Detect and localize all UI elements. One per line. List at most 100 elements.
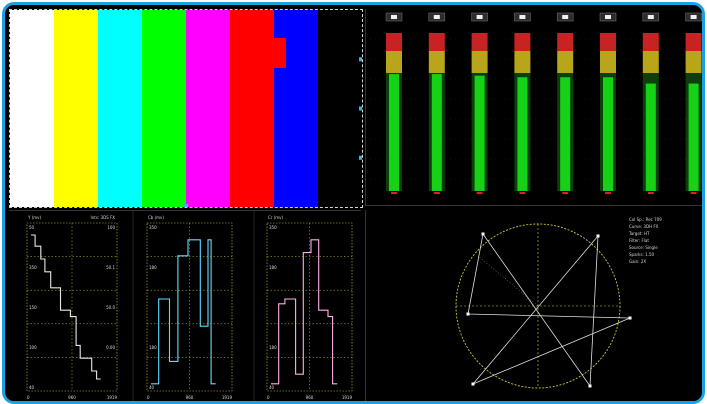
color-bar-0 (10, 10, 55, 207)
meter-yellow-7 (685, 51, 702, 73)
vectorscope-target-3 (481, 232, 485, 236)
waveform-plot-2: Cr (mv) 350 180 180 40 0 960 1919 (266, 215, 353, 400)
vectorscope-svg: Col Sp.: Rec 709 Curve: 3DH FX Target: HT F… (455, 217, 662, 389)
waveform-ytick-2-1: 180 (269, 265, 277, 270)
meter-level-3 (517, 77, 528, 191)
audio-meters-panel (365, 9, 702, 206)
meter-level-0 (389, 74, 399, 191)
waveform-xtick-1-0: 0 (147, 395, 150, 400)
meter-level-5 (603, 77, 613, 191)
meter-yellow-3 (514, 51, 531, 73)
vectorscope-info-line-4: Source: Single (629, 245, 658, 250)
waveform-ytick-1-3: 180 (149, 345, 157, 350)
vectorscope-target-0 (596, 234, 600, 238)
meter-red-3 (514, 33, 531, 51)
waveform-ytick-0-3: 100 (29, 345, 37, 350)
vectorscope-target-5 (471, 382, 475, 386)
color-bar-3 (142, 10, 187, 207)
waveform-xtick-2-2: 1919 (342, 395, 353, 400)
meter-header-indicator-6 (647, 15, 654, 19)
meter-peak-1 (433, 192, 440, 194)
meter-header-indicator-0 (391, 15, 397, 19)
color-bar-4 (186, 10, 231, 207)
meter-peak-5 (605, 192, 611, 194)
meter-header-indicator-7 (690, 15, 697, 19)
color-bar-2 (98, 10, 143, 207)
vectorscope-target-2 (628, 316, 632, 320)
waveform-rtick-0-3: 0.00 (106, 345, 115, 350)
meter-yellow-0 (386, 51, 402, 73)
audio-meters-svg (370, 12, 702, 194)
meter-peak-2 (476, 192, 483, 194)
waveform-ytick-1-4: 40 (149, 385, 155, 390)
color-bar-5 (230, 10, 275, 207)
marker-bottom (184, 204, 188, 207)
color-bar-7 (318, 10, 362, 207)
waveform-ytick-2-4: 40 (269, 385, 275, 390)
waveform-xtick-0-1: 960 (68, 395, 76, 400)
waveform-xtick-1-2: 1919 (222, 395, 233, 400)
color-bar-notch (274, 38, 286, 68)
waveform-rtick-0-2: 50.0 (106, 305, 115, 310)
marker-right-0 (359, 57, 362, 62)
waveform-ytick-2-0: 350 (269, 225, 277, 230)
meter-peak-7 (690, 192, 697, 194)
meter-peak-6 (647, 192, 654, 194)
vectorscope-target-1 (466, 312, 470, 316)
meter-red-1 (428, 33, 445, 51)
meter-red-5 (600, 33, 616, 51)
vectorscope-info-line-1: Curve: 3DH FX (629, 224, 659, 229)
meter-level-7 (688, 83, 699, 191)
meter-header-indicator-3 (519, 15, 526, 19)
waveform-panel: Y (mv) Ints: 3DS FX 50 350 150 100 40 100 50.1 50… (9, 210, 361, 401)
color-bars-panel (9, 9, 363, 208)
meter-header-indicator-1 (433, 15, 440, 19)
meter-level-2 (474, 75, 485, 191)
meter-yellow-4 (557, 51, 574, 73)
waveform-xtick-1-1: 960 (186, 395, 194, 400)
meter-red-4 (557, 33, 574, 51)
meter-peak-0 (391, 192, 397, 194)
waveform-plot-1: Cb (mv) 350 180 180 40 0 960 1919 (146, 215, 233, 400)
waveform-ytick-0-4: 40 (29, 385, 35, 390)
meter-level-4 (560, 77, 571, 191)
meter-header-indicator-2 (476, 15, 483, 19)
vectorscope-skin-line (477, 255, 539, 307)
meter-red-2 (471, 33, 488, 51)
vectorscope-info-line-3: Filter: Flat (629, 238, 649, 243)
waveform-rtick-0-0: 100 (107, 225, 115, 230)
waveform-subtitle-0: Ints: 3DS FX (91, 215, 116, 220)
waveform-title-1: Cb (mv) (148, 215, 164, 220)
waveform-trace-2 (271, 239, 338, 385)
waveform-ytick-1-1: 180 (149, 265, 157, 270)
meter-yellow-6 (642, 51, 659, 73)
meter-peak-4 (562, 192, 569, 194)
vectorscope-info-line-0: Col Sp.: Rec 709 (629, 217, 662, 222)
waveform-xtick-0-2: 1919 (107, 395, 118, 400)
meter-header-indicator-5 (605, 15, 611, 19)
waveform-plot-0: Y (mv) Ints: 3DS FX 50 350 150 100 40 100 50.1 50… (26, 215, 118, 400)
waveform-rtick-0-1: 50.1 (106, 265, 115, 270)
vectorscope-trace (467, 232, 631, 388)
waveform-ytick-2-3: 180 (269, 345, 277, 350)
vectorscope-info-line-2: Target: HT (628, 231, 650, 236)
marker-right-1 (359, 106, 362, 111)
marker-right-2 (359, 155, 362, 160)
color-bars-svg (10, 10, 362, 207)
meter-red-0 (386, 33, 402, 51)
vectorscope-info-line-6: Gain: 2X (629, 259, 646, 264)
meter-header-indicator-4 (562, 15, 569, 19)
meter-yellow-2 (471, 51, 488, 73)
meter-yellow-1 (428, 51, 445, 73)
waveform-svg: Y (mv) Ints: 3DS FX 50 350 150 100 40 100 50.1 50… (26, 211, 353, 401)
waveform-ytick-0-1: 350 (29, 265, 37, 270)
waveform-ytick-0-2: 150 (29, 305, 37, 310)
vectorscope-target-4 (588, 384, 592, 388)
meter-level-1 (431, 74, 442, 191)
waveform-xtick-2-1: 960 (306, 395, 314, 400)
meter-red-6 (642, 33, 659, 51)
vectorscope-info-line-5: Sparks: 1.50 (629, 252, 655, 257)
meter-level-6 (645, 83, 656, 191)
waveform-trace-1 (151, 239, 216, 385)
